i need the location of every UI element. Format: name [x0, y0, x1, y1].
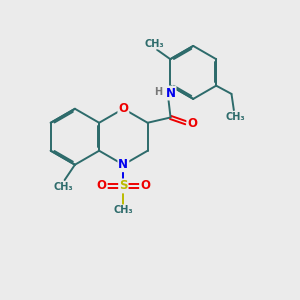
Text: S: S — [119, 179, 128, 192]
Text: CH₃: CH₃ — [226, 112, 245, 122]
Text: N: N — [166, 86, 176, 100]
Text: CH₃: CH₃ — [114, 205, 133, 215]
Text: O: O — [118, 102, 128, 115]
Text: O: O — [140, 179, 150, 192]
Text: H: H — [154, 87, 162, 97]
Text: O: O — [187, 117, 197, 130]
Text: CH₃: CH₃ — [53, 182, 73, 191]
Text: CH₃: CH₃ — [145, 39, 164, 49]
Text: O: O — [97, 179, 106, 192]
Text: N: N — [118, 158, 128, 171]
